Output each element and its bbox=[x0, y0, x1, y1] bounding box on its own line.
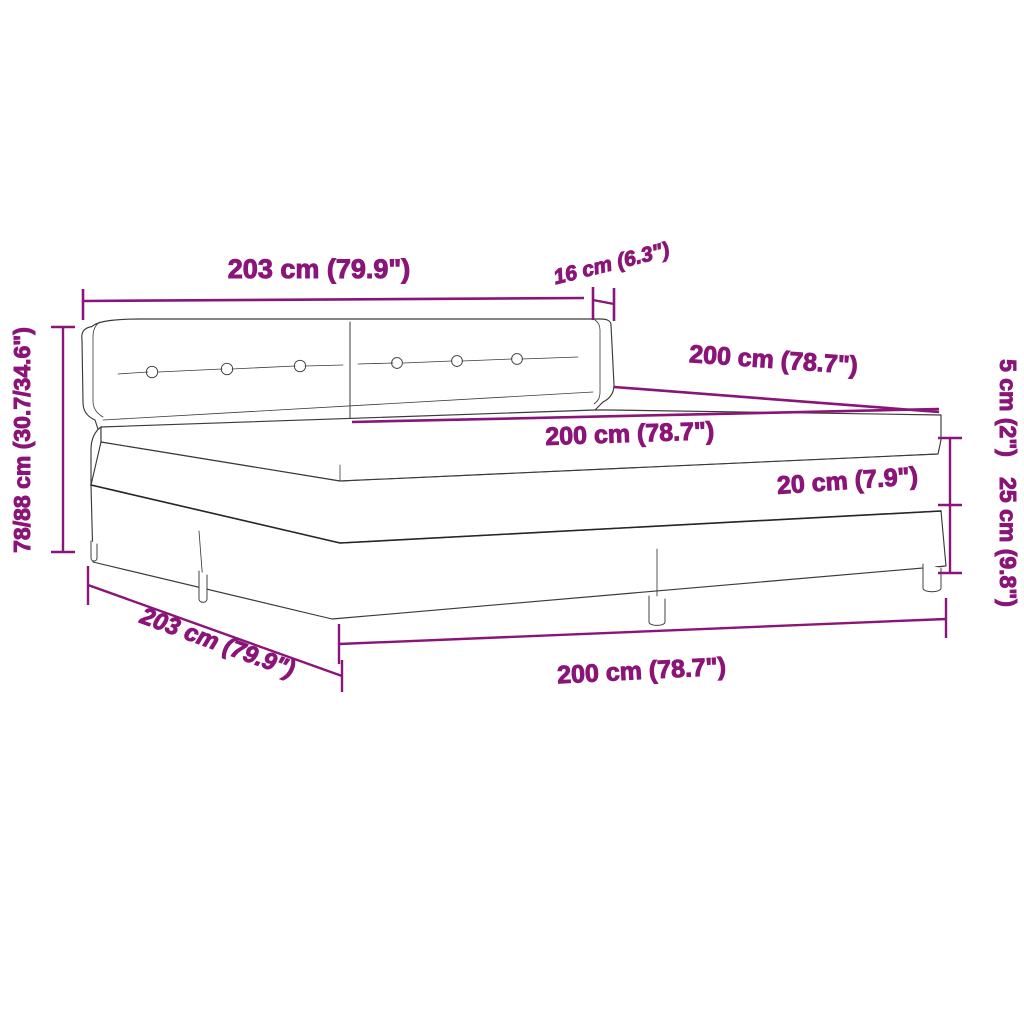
svg-text:203 cm (79.9"): 203 cm (79.9") bbox=[228, 254, 410, 284]
svg-text:200 cm (78.7"): 200 cm (78.7") bbox=[545, 417, 715, 451]
svg-text:25 cm (9.8"): 25 cm (9.8") bbox=[995, 477, 1021, 607]
svg-text:78/88 cm (30.7/34.6"): 78/88 cm (30.7/34.6") bbox=[9, 327, 35, 553]
svg-text:5 cm (2"): 5 cm (2") bbox=[995, 359, 1021, 457]
